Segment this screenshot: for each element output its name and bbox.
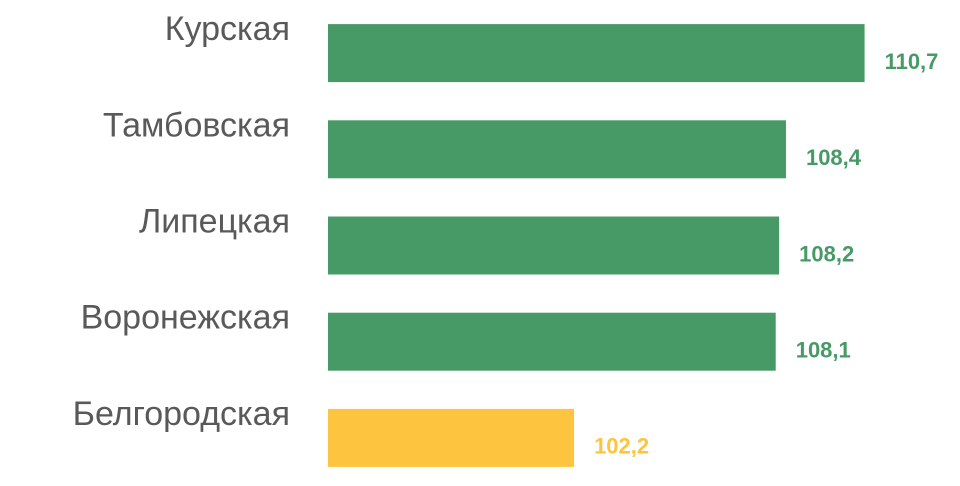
- bar: [328, 216, 780, 275]
- category-label: Липецкая: [139, 202, 290, 240]
- value-label: 110,7: [885, 49, 939, 74]
- bar: [328, 120, 786, 179]
- bar: [328, 408, 575, 467]
- category-label: Белгородская: [73, 395, 290, 433]
- bar: [328, 24, 865, 83]
- category-label: Тамбовская: [103, 106, 290, 144]
- value-label: 102,2: [594, 434, 649, 459]
- value-label: 108,2: [799, 241, 854, 266]
- value-label: 108,4: [806, 145, 862, 170]
- bar: [328, 312, 776, 371]
- category-label: Воронежская: [81, 299, 290, 337]
- category-label: Курская: [165, 10, 290, 48]
- value-label: 108,1: [796, 338, 851, 363]
